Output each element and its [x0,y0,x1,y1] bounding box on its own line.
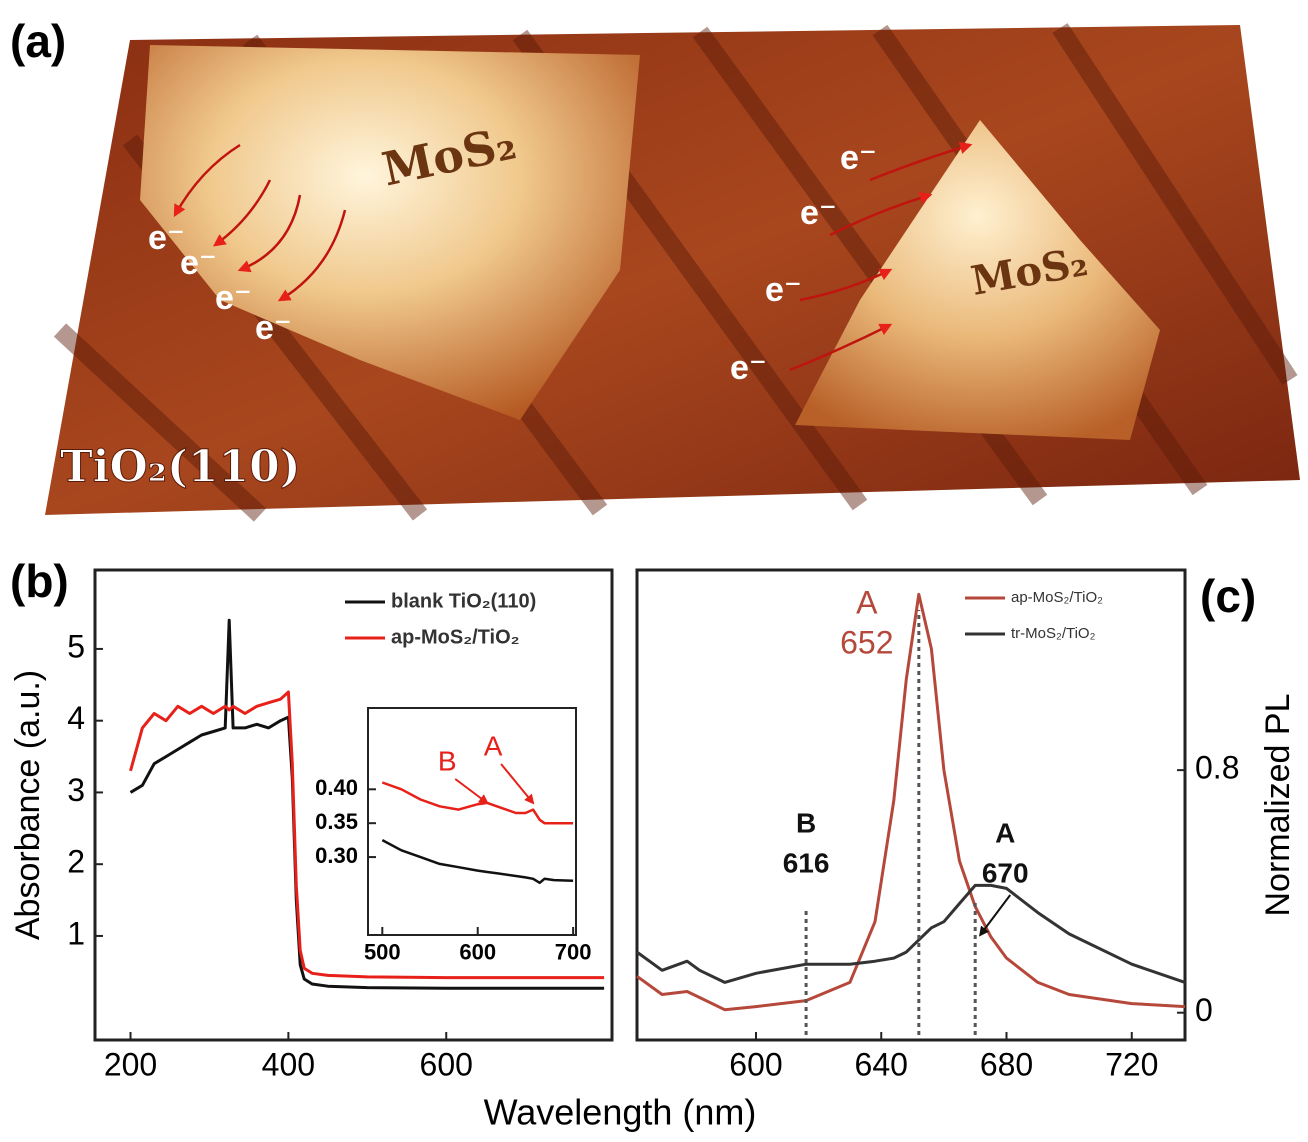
mos2-flake [140,45,640,420]
electron-label: e⁻ [148,219,185,257]
legend-label: blank TiO₂(110) [391,590,536,612]
y-tick-label: 3 [67,772,85,808]
panel-label: (a) [10,15,66,67]
x-tick-label: 700 [555,940,592,965]
peak-label: A [484,730,503,761]
data-line [636,883,1186,984]
panel-label: (b) [10,555,69,607]
peak-wavelength: 670 [982,857,1029,888]
peak-label: A [995,817,1015,848]
electron-arrows [173,141,973,372]
y-axis-label: Normalized PL [1259,694,1297,917]
data-line [129,618,605,990]
electron-label: e⁻ [255,309,292,347]
legend-label: tr-MoS₂/TiO₂ [1011,625,1096,642]
data-line [381,781,574,825]
y-tick-label: 5 [67,628,85,664]
x-tick-label: 500 [364,940,401,965]
legend-label: ap-MoS₂/TiO₂ [1011,589,1103,606]
data-line [381,838,574,885]
y-axis-label: Absorbance (a.u.) [9,670,47,940]
x-tick-label: 200 [104,1047,157,1083]
mos2-flake [795,120,1160,440]
peak-label: B [796,807,816,838]
x-tick-label: 600 [459,940,496,965]
x-tick-label: 400 [262,1047,315,1083]
legend-label: ap-MoS₂/TiO₂ [391,626,520,648]
peak-label: B [438,745,457,776]
peak-label: A [856,584,878,620]
peak-arrow [500,763,535,805]
inset-frame [367,707,577,936]
x-tick-label: 640 [855,1047,908,1083]
electron-label: e⁻ [180,244,217,282]
electron-label: e⁻ [800,194,837,232]
y-tick-label: 0.8 [1195,750,1239,786]
peak-wavelength: 616 [783,847,830,878]
y-tick-label: 0 [1195,992,1213,1028]
peak-arrow [978,894,1011,937]
y-tick-label: 0.35 [315,809,358,834]
y-tick-label: 0.40 [315,775,358,800]
data-line [636,592,1186,1012]
y-tick-label: 1 [67,915,85,951]
y-tick-label: 0.30 [315,843,358,868]
electron-label: e⁻ [840,139,877,177]
x-tick-label: 680 [980,1047,1033,1083]
peak-arrow [454,778,489,805]
y-tick-label: 2 [67,844,85,880]
electron-label: e⁻ [215,279,252,317]
afm-image: (a) MoS₂ MoS₂ TiO₂(110) e⁻ e⁻ e⁻ e⁻ e⁻ e… [10,15,1300,522]
x-tick-label: 600 [420,1047,473,1083]
x-tick-label: 720 [1105,1047,1158,1083]
electron-labels: e⁻ e⁻ e⁻ e⁻ e⁻ e⁻ e⁻ e⁻ [148,139,877,387]
panel-label: (c) [1200,570,1256,622]
peak-wavelength: 652 [840,624,893,660]
x-tick-label: 600 [729,1047,782,1083]
substrate-label: TiO₂(110) [60,442,301,493]
electron-label: e⁻ [730,349,767,387]
x-axis-label: Wavelength (nm) [484,1092,757,1133]
y-tick-label: 4 [67,700,85,736]
data-line [129,690,605,980]
electron-label: e⁻ [765,271,802,309]
